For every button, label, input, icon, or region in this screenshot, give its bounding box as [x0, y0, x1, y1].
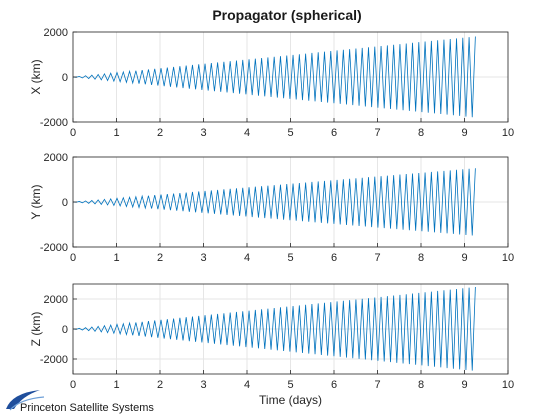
y-tick-label: 0 [62, 72, 68, 84]
x-tick-label: 8 [418, 379, 424, 391]
x-tick-label: 3 [200, 127, 206, 139]
x-tick-label: 7 [374, 379, 380, 391]
y-axis-label: X (km) [29, 59, 43, 94]
x-tick-label: 4 [244, 127, 250, 139]
y-tick-label: 0 [62, 324, 68, 336]
x-tick-label: 5 [287, 127, 293, 139]
y-tick-label: -2000 [40, 354, 68, 366]
x-tick-label: 10 [502, 127, 514, 139]
x-tick-label: 1 [113, 379, 119, 391]
x-tick-label: 3 [200, 379, 206, 391]
x-tick-label: 6 [331, 252, 337, 264]
x-tick-label: 1 [113, 252, 119, 264]
x-tick-label: 4 [244, 379, 250, 391]
x-tick-label: 7 [374, 127, 380, 139]
y-axis-label: Y (km) [29, 184, 43, 219]
y-tick-label: -2000 [40, 242, 68, 254]
x-tick-label: 1 [113, 127, 119, 139]
x-tick-label: 5 [287, 252, 293, 264]
x-tick-label: 0 [70, 127, 76, 139]
x-tick-label: 9 [461, 379, 467, 391]
series-line [72, 168, 476, 236]
logo-swoosh-accent-icon [9, 396, 45, 411]
x-tick-label: 2 [157, 127, 163, 139]
y-tick-label: -2000 [40, 117, 68, 129]
x-tick-label: 5 [287, 379, 293, 391]
x-tick-label: 0 [70, 379, 76, 391]
chart-title: Propagator (spherical) [212, 7, 361, 23]
x-tick-label: 6 [331, 379, 337, 391]
company-logo: Princeton Satellite Systems [6, 390, 154, 414]
x-tick-label: 8 [418, 252, 424, 264]
x-tick-label: 10 [502, 252, 514, 264]
x-axis-label: Time (days) [259, 393, 322, 407]
x-tick-label: 9 [461, 252, 467, 264]
y-tick-label: 0 [62, 197, 68, 209]
x-tick-label: 0 [70, 252, 76, 264]
y-tick-label: 2000 [44, 152, 68, 164]
x-tick-label: 2 [157, 379, 163, 391]
logo-text: Princeton Satellite Systems [20, 402, 154, 414]
x-tick-label: 9 [461, 127, 467, 139]
x-tick-label: 4 [244, 252, 250, 264]
x-tick-label: 7 [374, 252, 380, 264]
y-tick-label: 2000 [44, 294, 68, 306]
x-tick-label: 6 [331, 127, 337, 139]
series-line [72, 286, 476, 371]
series-line [72, 36, 476, 118]
y-tick-label: 2000 [44, 27, 68, 39]
x-tick-label: 3 [200, 252, 206, 264]
x-tick-label: 8 [418, 127, 424, 139]
x-tick-label: 10 [502, 379, 514, 391]
logo-swoosh-icon [6, 390, 40, 409]
x-tick-label: 2 [157, 252, 163, 264]
y-axis-label: Z (km) [29, 312, 43, 347]
